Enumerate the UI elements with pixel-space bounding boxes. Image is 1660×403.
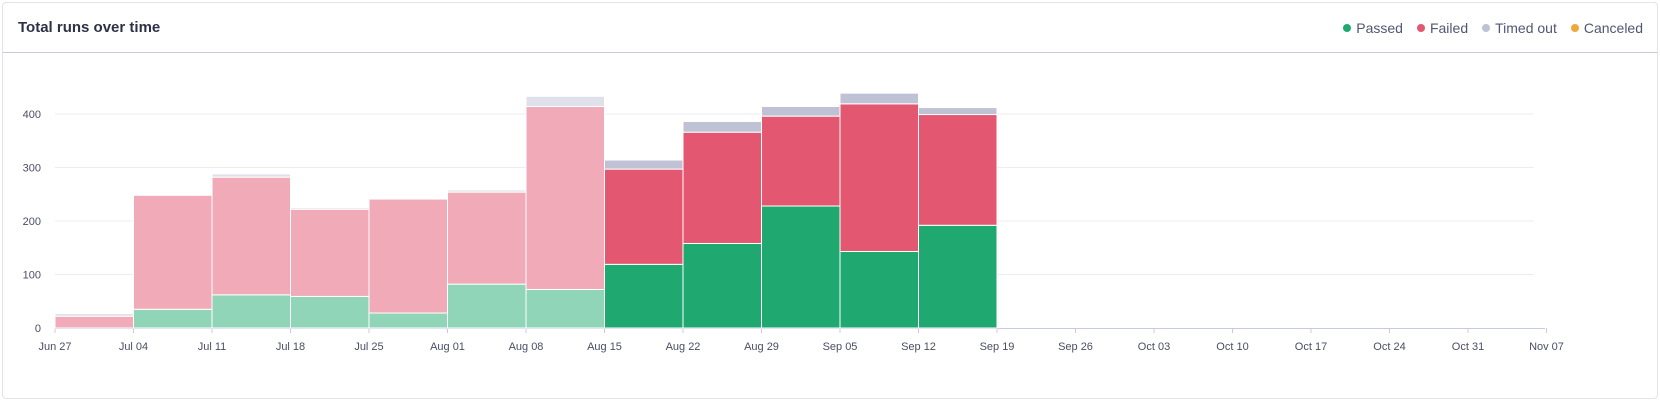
bar-timed-out-7 bbox=[604, 159, 684, 170]
bar-failed-7 bbox=[604, 168, 684, 265]
x-tick-label-19: Nov 07 bbox=[1529, 341, 1564, 353]
bar-passed-10 bbox=[839, 250, 919, 329]
legend-item-failed[interactable]: Failed bbox=[1416, 19, 1469, 36]
bar-failed-3 bbox=[290, 208, 370, 297]
bar-timed-out-8 bbox=[682, 120, 762, 133]
x-tick-label-2: Jul 11 bbox=[198, 341, 227, 353]
bar-timed-out-6 bbox=[525, 95, 605, 108]
bar-passed-1 bbox=[133, 308, 213, 329]
legend-dot-canceled-icon bbox=[1570, 23, 1579, 32]
legend-item-passed[interactable]: Passed bbox=[1343, 20, 1403, 36]
x-tick-label-9: Aug 29 bbox=[744, 341, 779, 353]
x-tick-label-18: Oct 31 bbox=[1452, 341, 1484, 353]
bar-passed-2 bbox=[211, 294, 291, 329]
legend-dot-passed-icon bbox=[1343, 23, 1352, 32]
chart-header: Total runs over time Passed Failed Timed… bbox=[3, 3, 1657, 53]
legend-item-canceled[interactable]: Canceled bbox=[1570, 19, 1643, 36]
x-tick-label-13: Sep 26 bbox=[1058, 341, 1093, 353]
x-tick-label-5: Aug 01 bbox=[430, 341, 465, 353]
bar-passed-5 bbox=[447, 283, 527, 329]
bar-failed-10 bbox=[839, 103, 919, 252]
bar-passed-3 bbox=[290, 295, 370, 329]
bar-failed-2 bbox=[211, 176, 291, 296]
x-tick-label-4: Jul 25 bbox=[354, 341, 383, 353]
bar-timed-out-0 bbox=[54, 313, 134, 317]
x-tick-label-11: Sep 12 bbox=[901, 341, 936, 353]
y-tick-label-300: 300 bbox=[23, 163, 41, 175]
x-tick-label-10: Sep 05 bbox=[823, 341, 858, 353]
bar-timed-out-10 bbox=[839, 92, 919, 105]
chart-title: Total runs over time bbox=[18, 19, 161, 36]
bar-timed-out-9 bbox=[761, 106, 841, 117]
x-tick-label-8: Aug 22 bbox=[666, 341, 701, 353]
bar-timed-out-5 bbox=[447, 189, 527, 193]
x-tick-label-12: Sep 19 bbox=[980, 341, 1015, 353]
bar-failed-4 bbox=[368, 198, 448, 314]
x-tick-label-6: Aug 08 bbox=[509, 341, 544, 353]
bar-timed-out-11 bbox=[918, 107, 998, 116]
bar-failed-9 bbox=[761, 115, 841, 207]
x-tick-label-16: Oct 17 bbox=[1295, 341, 1327, 353]
bar-passed-6 bbox=[525, 288, 605, 329]
bar-failed-0 bbox=[54, 315, 134, 329]
bar-passed-7 bbox=[604, 263, 684, 329]
bar-failed-5 bbox=[447, 191, 527, 285]
x-tick-label-14: Oct 03 bbox=[1138, 341, 1170, 353]
legend-label-passed: Passed bbox=[1356, 19, 1403, 36]
legend-item-timed-out[interactable]: Timed out bbox=[1482, 20, 1557, 36]
bar-passed-8 bbox=[682, 242, 762, 329]
bar-passed-9 bbox=[761, 205, 841, 329]
bar-passed-4 bbox=[368, 312, 448, 329]
legend-label-canceled: Canceled bbox=[1583, 19, 1643, 36]
y-tick-label-100: 100 bbox=[23, 270, 41, 282]
x-tick-label-7: Aug 15 bbox=[587, 341, 622, 353]
x-tick-label-1: Jul 04 bbox=[119, 341, 148, 353]
legend-label-failed: Failed bbox=[1429, 19, 1469, 36]
y-tick-label-200: 200 bbox=[23, 216, 41, 228]
legend-dot-timed-out-icon bbox=[1482, 23, 1491, 32]
bar-passed-11 bbox=[918, 224, 998, 329]
bar-failed-1 bbox=[133, 194, 213, 310]
legend-dot-failed-icon bbox=[1416, 23, 1425, 32]
y-tick-label-400: 400 bbox=[23, 109, 41, 121]
bar-timed-out-3 bbox=[290, 207, 370, 210]
bar-failed-11 bbox=[918, 114, 998, 226]
x-tick-label-15: Oct 10 bbox=[1216, 341, 1248, 353]
bar-timed-out-2 bbox=[211, 173, 291, 178]
chart-legend: Passed Failed Timed out Canceled bbox=[1343, 20, 1643, 36]
x-tick-label-17: Oct 24 bbox=[1373, 341, 1405, 353]
x-tick-label-0: Jun 27 bbox=[38, 341, 71, 353]
bar-failed-6 bbox=[525, 106, 605, 290]
legend-label-timed-out: Timed out bbox=[1495, 19, 1557, 36]
y-tick-label-0: 0 bbox=[35, 323, 41, 335]
bar-failed-8 bbox=[682, 131, 762, 244]
x-tick-label-3: Jul 18 bbox=[276, 341, 305, 353]
bar-chart: 0 100 200 300 400 Jun 27 Jul 04 Jul 11 Jul 18 Jul… bbox=[23, 92, 1564, 353]
